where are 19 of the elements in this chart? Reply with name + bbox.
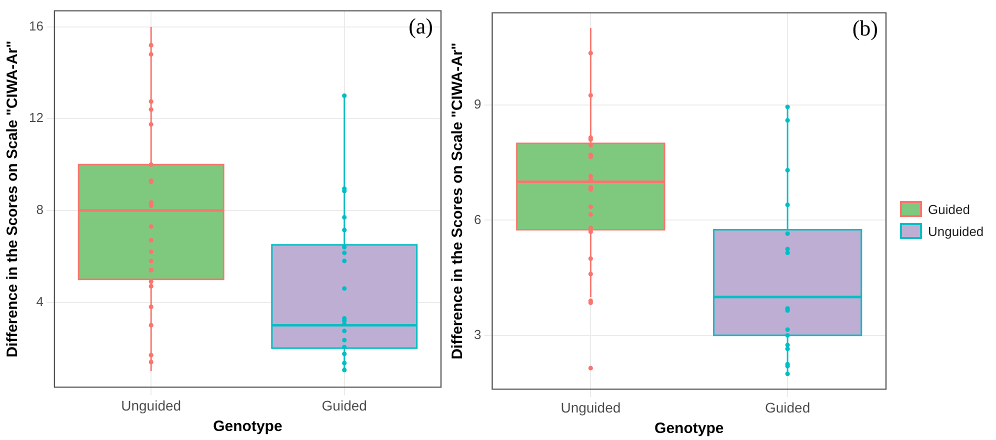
- legend-label: Unguided: [928, 224, 984, 238]
- y-tick-label: 6: [474, 212, 482, 227]
- x-axis-title: Genotype: [213, 418, 282, 436]
- y-tick-label: 8: [36, 202, 44, 218]
- legend-label: Guided: [928, 202, 970, 216]
- x-tick-label: Unguided: [560, 399, 621, 416]
- y-tick-label: 9: [474, 96, 482, 112]
- y-tick-label: 4: [36, 294, 44, 309]
- y-tick-label: 12: [28, 110, 44, 126]
- annotation: (b): [852, 16, 878, 41]
- x-tick-label: Guided: [764, 399, 810, 416]
- annotation: (a): [408, 14, 433, 39]
- y-tick-label: 16: [28, 18, 44, 34]
- x-axis-title: Genotype: [654, 420, 724, 438]
- y-tick-label: 3: [474, 327, 482, 342]
- x-tick-label: Guided: [322, 397, 367, 414]
- y-axis-title: Difference in the Scores on Scale "CIWA-Ar": [4, 40, 22, 358]
- y-axis-title: Difference in the Scores on Scale "CIWA-Ar": [449, 42, 466, 360]
- x-tick-label: Unguided: [121, 397, 182, 414]
